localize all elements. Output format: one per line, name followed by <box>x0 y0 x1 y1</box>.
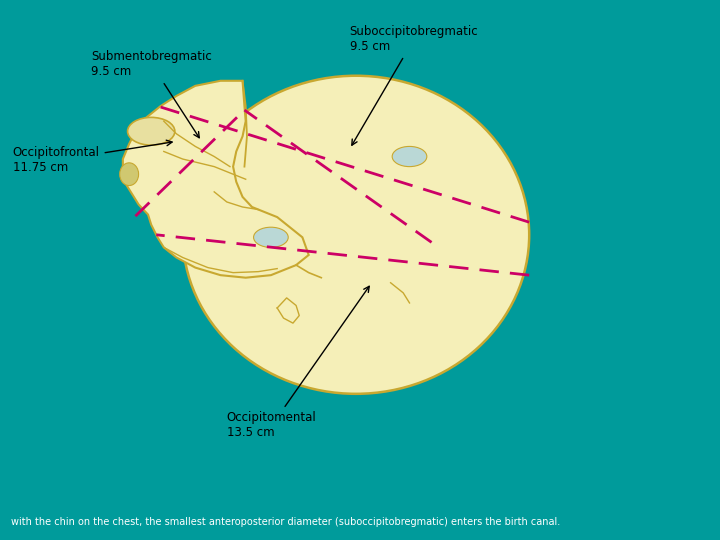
Ellipse shape <box>183 76 529 394</box>
Text: with the chin on the chest, the smallest anteroposterior diameter (suboccipitobr: with the chin on the chest, the smallest… <box>11 517 560 528</box>
Ellipse shape <box>253 227 288 247</box>
Text: Suboccipitobregmatic
9.5 cm: Suboccipitobregmatic 9.5 cm <box>350 25 478 145</box>
Ellipse shape <box>120 163 138 186</box>
Ellipse shape <box>392 146 427 167</box>
Ellipse shape <box>127 117 175 145</box>
Polygon shape <box>123 81 309 278</box>
Text: Occipitomental
13.5 cm: Occipitomental 13.5 cm <box>227 286 369 440</box>
Text: Submentobregmatic
9.5 cm: Submentobregmatic 9.5 cm <box>91 51 212 138</box>
Text: Occipitofrontal
11.75 cm: Occipitofrontal 11.75 cm <box>13 140 172 174</box>
